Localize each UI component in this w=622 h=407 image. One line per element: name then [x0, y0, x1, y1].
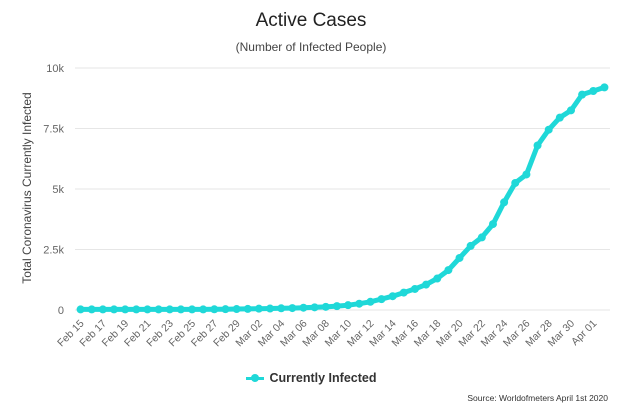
data-point[interactable] — [500, 198, 509, 207]
legend-symbol-icon — [245, 374, 264, 383]
legend-label: Currently Infected — [269, 371, 377, 385]
data-point[interactable] — [544, 125, 553, 134]
data-point[interactable] — [110, 305, 119, 314]
data-point[interactable] — [533, 141, 542, 150]
data-point[interactable] — [589, 86, 598, 95]
data-point[interactable] — [165, 305, 174, 314]
legend[interactable]: Currently Infected — [0, 371, 622, 385]
data-point[interactable] — [299, 303, 308, 312]
data-point[interactable] — [87, 305, 96, 314]
data-point[interactable] — [176, 305, 185, 314]
data-point[interactable] — [477, 233, 486, 242]
chart-subtitle: (Number of Infected People) — [235, 40, 387, 54]
data-point[interactable] — [455, 253, 464, 262]
data-point[interactable] — [232, 305, 241, 314]
data-point[interactable] — [221, 305, 230, 314]
data-point[interactable] — [254, 304, 263, 313]
data-point[interactable] — [355, 299, 364, 308]
data-point[interactable] — [188, 305, 197, 314]
source-note: Source: Worldofmeters April 1st 2020 — [467, 393, 608, 403]
data-point[interactable] — [154, 305, 163, 314]
data-point[interactable] — [121, 305, 130, 314]
data-point[interactable] — [266, 304, 275, 313]
data-point[interactable] — [366, 297, 375, 306]
data-point[interactable] — [555, 113, 564, 122]
data-point[interactable] — [310, 303, 319, 312]
data-point[interactable] — [210, 305, 219, 314]
data-point[interactable] — [377, 295, 386, 304]
y-tick-label: 10k — [46, 63, 64, 75]
data-point[interactable] — [388, 292, 397, 301]
data-point[interactable] — [466, 241, 475, 250]
y-tick-label: 5k — [52, 184, 64, 196]
data-point[interactable] — [344, 301, 353, 310]
data-point[interactable] — [98, 305, 107, 314]
chart-title: Active Cases — [255, 10, 367, 31]
data-point[interactable] — [132, 305, 141, 314]
data-point[interactable] — [277, 304, 286, 313]
data-point[interactable] — [243, 304, 252, 313]
data-point[interactable] — [488, 220, 497, 229]
y-tick-labels: 0 2.5k 5k 7.5k 10k — [43, 63, 64, 317]
x-tick-label: Apr 01 — [569, 318, 599, 348]
data-point[interactable] — [444, 266, 453, 275]
data-point[interactable] — [433, 274, 442, 283]
data-point[interactable] — [511, 178, 520, 187]
data-point[interactable] — [566, 106, 575, 115]
series-currently-infected[interactable] — [76, 83, 609, 314]
data-point[interactable] — [332, 302, 341, 311]
data-point[interactable] — [410, 284, 419, 293]
y-tick-label: 0 — [58, 305, 64, 317]
data-point[interactable] — [199, 305, 208, 314]
data-point[interactable] — [422, 280, 431, 289]
data-point[interactable] — [600, 83, 609, 92]
data-point[interactable] — [321, 302, 330, 311]
data-point[interactable] — [76, 305, 85, 314]
data-point[interactable] — [399, 288, 408, 297]
data-point[interactable] — [578, 90, 587, 99]
y-tick-label: 7.5k — [43, 124, 64, 136]
data-point[interactable] — [143, 305, 152, 314]
grid-lines — [75, 67, 610, 311]
data-point[interactable] — [288, 304, 297, 313]
legend-dot — [250, 374, 259, 383]
series-line[interactable] — [78, 84, 607, 312]
y-axis-label: Total Coronavirus Currently Infected — [20, 92, 34, 283]
data-point[interactable] — [522, 170, 531, 179]
y-tick-label: 2.5k — [43, 245, 64, 257]
